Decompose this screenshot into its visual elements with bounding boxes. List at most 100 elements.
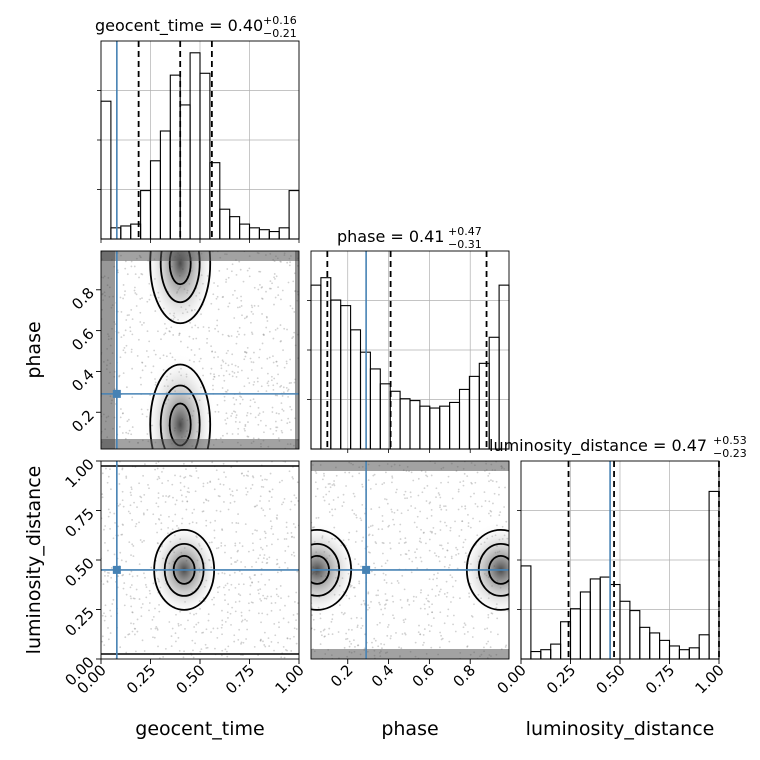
sample-point — [335, 474, 338, 477]
sample-point — [236, 336, 238, 338]
sample-point — [248, 382, 251, 384]
sample-point — [278, 626, 280, 629]
sample-point — [404, 633, 407, 636]
sample-point — [271, 411, 274, 413]
sample-point — [351, 509, 354, 512]
xtick-label-luminosity_distance-2: 0.50 — [592, 661, 628, 697]
sample-point — [221, 609, 223, 612]
sample-point — [436, 584, 438, 587]
sample-point — [265, 544, 268, 547]
sample-point — [216, 295, 219, 298]
sample-point — [267, 380, 270, 383]
sample-point — [179, 481, 182, 484]
sample-point — [281, 408, 284, 411]
sample-point — [269, 490, 271, 493]
sample-point — [227, 305, 230, 308]
sample-point — [202, 326, 205, 328]
sample-point — [366, 608, 369, 611]
sample-point — [228, 588, 230, 591]
sample-point — [274, 394, 277, 397]
sample-point — [289, 358, 292, 361]
sample-point — [264, 536, 267, 539]
sample-point — [403, 542, 406, 544]
sample-point — [369, 551, 371, 554]
sample-point — [133, 501, 135, 504]
sample-point — [265, 424, 267, 427]
sample-point — [263, 431, 265, 434]
sample-point — [257, 406, 260, 409]
sample-point — [395, 632, 397, 634]
sample-point — [284, 550, 287, 552]
xtick-label-phase-1: 0.4 — [368, 661, 398, 691]
title-luminosity-distance: luminosity_distance = 0.47 — [489, 436, 707, 456]
sample-point — [131, 367, 134, 370]
sample-point — [276, 364, 279, 367]
sample-point — [228, 488, 231, 490]
sample-point — [139, 298, 142, 300]
sample-point — [221, 529, 224, 532]
sample-point — [348, 645, 351, 648]
sample-point — [332, 499, 335, 501]
sample-point — [439, 611, 442, 614]
sample-point — [273, 377, 276, 380]
sample-point — [121, 533, 124, 536]
sample-point — [293, 536, 295, 539]
sample-point — [348, 531, 351, 534]
sample-point — [223, 572, 226, 575]
sample-point — [122, 574, 125, 576]
sample-point — [423, 628, 426, 630]
sample-point — [248, 275, 251, 278]
sample-point — [446, 615, 449, 617]
sample-point — [333, 484, 336, 487]
sample-point — [291, 476, 294, 478]
sample-point — [357, 644, 360, 647]
sample-point — [113, 512, 116, 515]
sample-point — [402, 619, 405, 622]
sample-point — [287, 595, 290, 598]
sample-point — [391, 476, 394, 479]
sample-point — [488, 500, 491, 503]
sample-point — [250, 331, 253, 334]
sample-point — [261, 479, 264, 481]
sample-point — [117, 271, 120, 274]
sample-point — [284, 561, 286, 564]
sample-point — [329, 486, 332, 489]
sample-point — [413, 521, 416, 524]
sample-point — [353, 512, 356, 515]
sample-point — [132, 597, 135, 600]
sample-point — [375, 483, 377, 486]
sample-point — [367, 479, 370, 482]
sample-point — [286, 261, 289, 264]
title-phase-sub: −0.31 — [448, 238, 482, 251]
sample-point — [121, 490, 124, 493]
sample-point — [202, 501, 205, 504]
sample-point — [225, 390, 228, 393]
panel-phase_vs_luminosity_distance — [311, 461, 509, 659]
sample-point — [210, 345, 213, 348]
sample-point — [243, 333, 246, 336]
sample-point — [419, 633, 422, 636]
sample-point — [124, 351, 127, 354]
sample-point — [224, 620, 227, 623]
sample-point — [114, 323, 117, 326]
sample-point — [237, 638, 240, 641]
sample-point — [242, 583, 245, 586]
sample-point — [247, 475, 249, 477]
sample-point — [252, 476, 255, 479]
sample-point — [439, 504, 442, 507]
sample-point — [126, 273, 129, 276]
sample-point — [119, 356, 122, 359]
sample-point — [293, 381, 296, 384]
sample-point — [490, 510, 493, 513]
sample-point — [472, 627, 475, 630]
sample-point — [247, 470, 250, 473]
sample-point — [488, 480, 490, 483]
sample-point — [209, 480, 212, 483]
sample-point — [262, 594, 265, 597]
sample-point — [245, 351, 248, 354]
sample-point — [438, 560, 441, 563]
sample-point — [386, 634, 389, 637]
sample-point — [268, 490, 271, 493]
sample-point — [135, 522, 138, 525]
sample-point — [237, 513, 239, 515]
